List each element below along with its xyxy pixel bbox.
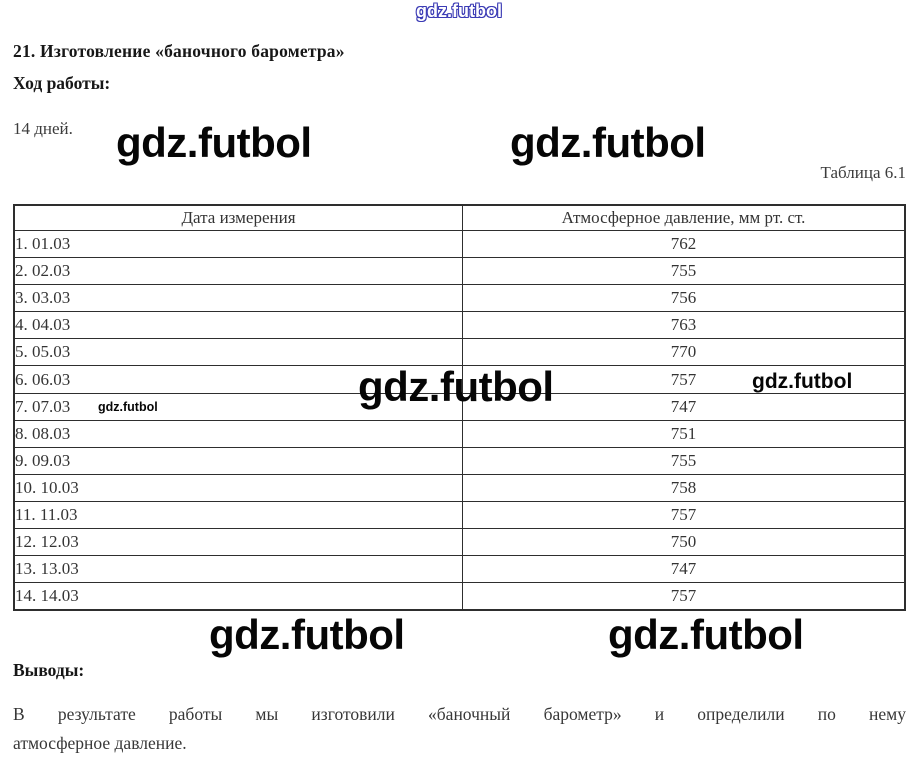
pressure-cell: 751 [462,419,906,448]
column-header-pressure: Атмосферное давление, мм рт. ст. [462,204,906,231]
table-row: 13. 13.03 747 [13,555,906,584]
date-cell: 10. 10.03 [13,473,463,502]
pressure-cell: 763 [462,311,906,340]
table-row: 12. 12.03 750 [13,528,906,557]
table-row: 5. 05.03 770 [13,338,906,367]
date-cell: 7. 07.03 [13,392,463,421]
table-header-row: Дата измерения Атмосферное давление, мм … [13,204,906,231]
date-cell: 5. 05.03 [13,338,463,367]
watermark-lower-left: gdz.futbol [209,611,405,658]
table-row: 9. 09.03 755 [13,446,906,475]
table-row: 3. 03.03 756 [13,284,906,313]
table-row: 11. 11.03 757 [13,500,906,530]
duration-text: 14 дней. [13,119,73,138]
pressure-cell: 757 [462,582,906,611]
watermark-lower-right: gdz.futbol [608,611,804,658]
table-row: 2. 02.03 755 [13,257,906,286]
conclusions-line1: В результате работы мы изготовили «баноч… [13,704,906,724]
pressure-cell: 756 [462,284,906,313]
pressure-cell: 758 [462,473,906,502]
table-row: 6. 06.03 757 [13,365,906,394]
date-cell: 12. 12.03 [13,528,463,557]
page-title: 21. Изготовление «баночного барометра» [13,40,345,61]
date-cell: 1. 01.03 [13,229,463,259]
table-row: 7. 07.03 747 [13,392,906,421]
pressure-table: Дата измерения Атмосферное давление, мм … [13,204,906,612]
date-cell: 3. 03.03 [13,284,463,313]
pressure-cell: 770 [462,338,906,367]
table-row: 14. 14.03 757 [13,582,906,611]
table-row: 4. 04.03 763 [13,311,906,340]
table-caption: Таблица 6.1 [820,163,906,182]
date-cell: 14. 14.03 [13,582,463,611]
date-cell: 6. 06.03 [13,365,463,394]
date-cell: 11. 11.03 [13,500,463,530]
table-row: 10. 10.03 758 [13,473,906,502]
conclusions-text: В результате работы мы изготовили «баноч… [13,700,906,758]
date-cell: 8. 08.03 [13,419,463,448]
pressure-cell: 747 [462,555,906,584]
watermark-upper-left: gdz.futbol [116,119,312,166]
date-cell: 13. 13.03 [13,555,463,584]
date-cell: 9. 09.03 [13,446,463,475]
conclusions-line2: атмосферное давление. [13,733,187,753]
pressure-cell: 750 [462,528,906,557]
pressure-cell: 755 [462,257,906,286]
table-row: 8. 08.03 751 [13,419,906,448]
pressure-cell: 762 [462,229,906,259]
pressure-cell: 757 [462,500,906,530]
watermark-upper-right: gdz.futbol [510,119,706,166]
date-cell: 2. 02.03 [13,257,463,286]
conclusions-heading: Выводы: [13,660,85,680]
pressure-cell: 755 [462,446,906,475]
pressure-cell: 747 [462,392,906,421]
watermark-top-outline: gdz.futbol [416,1,502,21]
work-progress-heading: Ход работы: [13,73,111,93]
pressure-cell: 757 [462,365,906,394]
date-cell: 4. 04.03 [13,311,463,340]
table-row: 1. 01.03 762 [13,229,906,259]
column-header-date: Дата измерения [13,204,463,231]
